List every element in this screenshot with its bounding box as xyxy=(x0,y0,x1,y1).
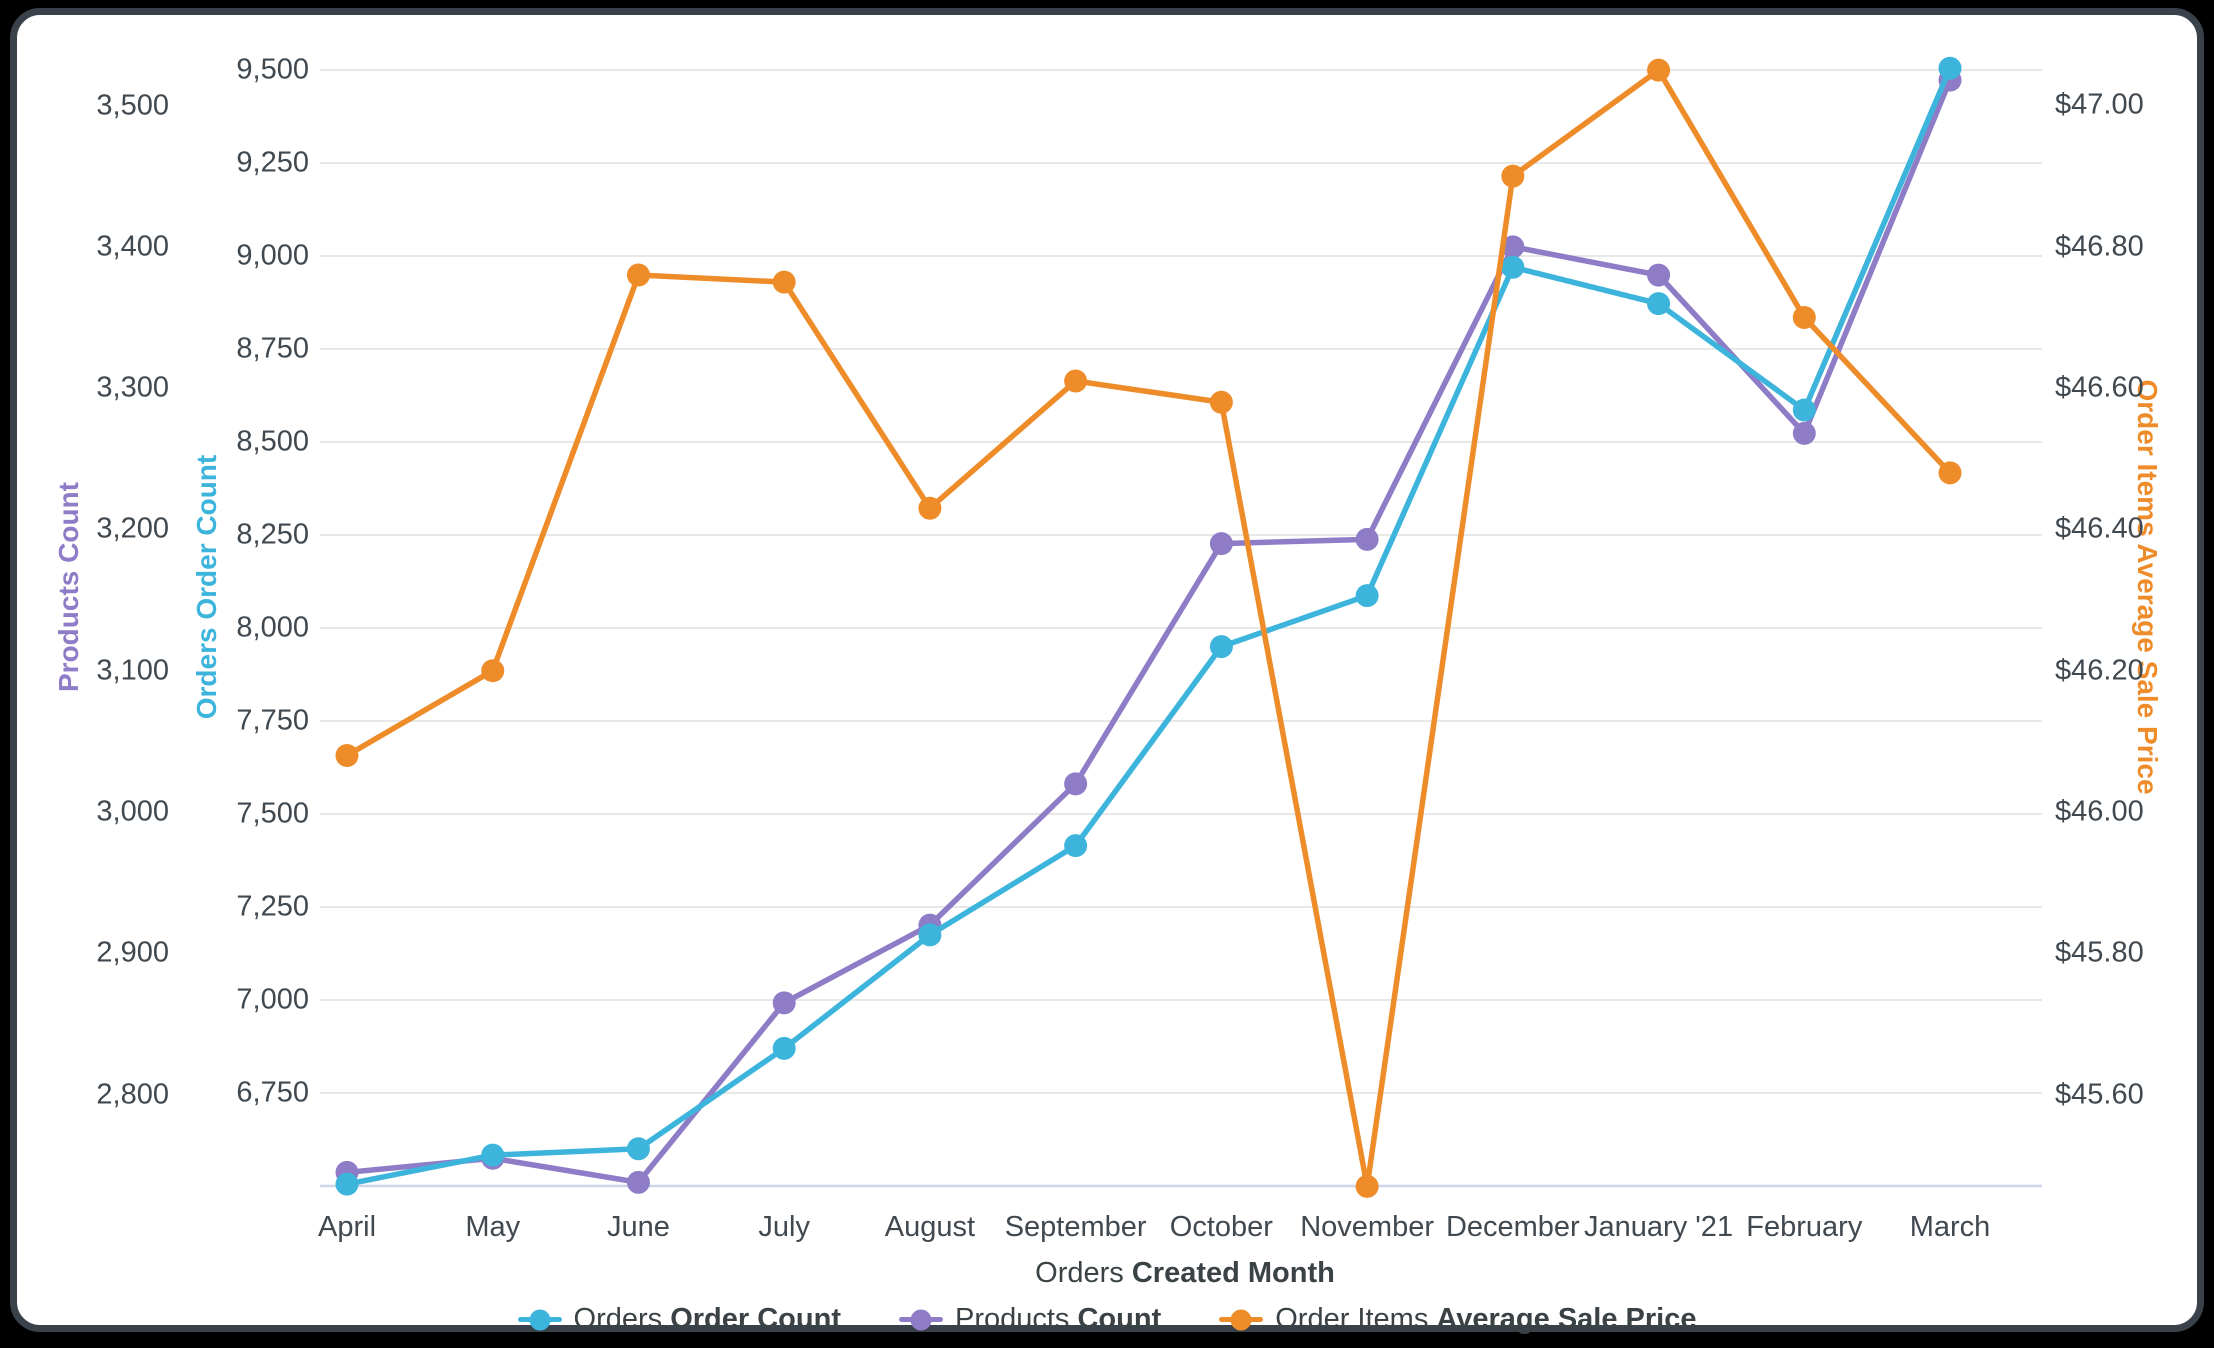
price-axis-tick-$46.80: $46.80 xyxy=(2055,230,2144,263)
orders-axis-tick-8,500: 8,500 xyxy=(236,425,309,458)
line-chart: Products Count Orders Order Count Order … xyxy=(17,15,2197,1335)
data-point-orders-order-count-2[interactable] xyxy=(626,1137,650,1161)
orders-axis-tick-8,000: 8,000 xyxy=(236,611,309,644)
chart-card: Products Count Orders Order Count Order … xyxy=(10,8,2204,1335)
x-axis-label-october: October xyxy=(1169,1211,1273,1243)
legend-marker-icon xyxy=(1219,1308,1264,1332)
data-point-orders-order-count-9[interactable] xyxy=(1647,292,1671,316)
data-point-products-count-6[interactable] xyxy=(1209,532,1233,556)
price-axis-tick-$46.20: $46.20 xyxy=(2055,654,2144,687)
data-point-products-count-2[interactable] xyxy=(626,1170,650,1194)
x-axis-label-january-21: January '21 xyxy=(1584,1211,1734,1243)
x-axis-label-april: April xyxy=(317,1211,377,1243)
data-point-orders-order-count-7[interactable] xyxy=(1355,584,1379,608)
products-axis-tick-2,900: 2,900 xyxy=(96,936,169,969)
x-axis-label-september: September xyxy=(1004,1211,1147,1243)
data-point-orders-order-count-3[interactable] xyxy=(772,1036,796,1060)
price-axis-tick-$47.00: $47.00 xyxy=(2055,88,2144,121)
data-point-products-count-9[interactable] xyxy=(1647,263,1671,287)
data-point-products-count-7[interactable] xyxy=(1355,527,1379,551)
legend-marker-icon xyxy=(898,1308,943,1332)
orders-axis-tick-7,750: 7,750 xyxy=(236,704,309,737)
orders-axis-tick-9,250: 9,250 xyxy=(236,146,309,179)
data-point-order-items-average-sale-price-7[interactable] xyxy=(1355,1174,1379,1198)
orders-axis-tick-9,500: 9,500 xyxy=(236,53,309,86)
data-point-orders-order-count-10[interactable] xyxy=(1792,398,1816,422)
data-point-orders-order-count-11[interactable] xyxy=(1938,56,1962,80)
x-axis-title-prefix: Orders xyxy=(1035,1257,1132,1289)
products-axis-tick-3,100: 3,100 xyxy=(96,654,169,687)
legend-item-orders-order-count[interactable]: Orders Order Count xyxy=(517,1303,841,1336)
x-axis-label-july: July xyxy=(758,1211,810,1243)
data-point-order-items-average-sale-price-4[interactable] xyxy=(918,496,942,520)
products-axis-tick-3,300: 3,300 xyxy=(96,371,169,404)
data-point-order-items-average-sale-price-3[interactable] xyxy=(772,270,796,294)
orders-axis-tick-8,750: 8,750 xyxy=(236,332,309,365)
x-axis-label-november: November xyxy=(1300,1211,1434,1243)
price-axis-tick-$46.00: $46.00 xyxy=(2055,795,2144,828)
orders-axis-tick-8,250: 8,250 xyxy=(236,518,309,551)
legend-item-products-count[interactable]: Products Count xyxy=(898,1303,1162,1336)
series-line-order-items-average-sale-price xyxy=(344,67,1953,1190)
data-point-order-items-average-sale-price-11[interactable] xyxy=(1938,461,1962,485)
data-point-products-count-5[interactable] xyxy=(1064,772,1088,796)
data-point-order-items-average-sale-price-1[interactable] xyxy=(481,659,505,683)
x-axis-label-may: May xyxy=(465,1211,521,1243)
products-axis-tick-3,200: 3,200 xyxy=(96,512,169,545)
data-point-products-count-8[interactable] xyxy=(1501,235,1525,259)
products-axis-tick-2,800: 2,800 xyxy=(96,1078,169,1111)
data-point-orders-order-count-5[interactable] xyxy=(1064,834,1088,858)
x-axis-label-august: August xyxy=(884,1211,976,1243)
products-axis-tick-3,500: 3,500 xyxy=(96,89,169,121)
data-point-orders-order-count-8[interactable] xyxy=(1501,255,1525,279)
series-line-products-count xyxy=(344,77,1953,1186)
data-point-orders-order-count-6[interactable] xyxy=(1209,635,1233,659)
legend-item-order-items-average-sale-price[interactable]: Order Items Average Sale Price xyxy=(1219,1303,1696,1336)
price-axis-tick-$46.40: $46.40 xyxy=(2055,512,2144,545)
chart-canvas xyxy=(320,56,2042,1198)
data-point-order-items-average-sale-price-9[interactable] xyxy=(1647,58,1671,82)
data-point-order-items-average-sale-price-8[interactable] xyxy=(1501,164,1525,188)
data-point-order-items-average-sale-price-2[interactable] xyxy=(626,263,650,287)
legend-label: Order Items Average Sale Price xyxy=(1275,1303,1697,1335)
x-axis-label-february: February xyxy=(1746,1211,1863,1243)
data-point-order-items-average-sale-price-10[interactable] xyxy=(1792,305,1816,329)
data-point-order-items-average-sale-price-0[interactable] xyxy=(335,743,359,767)
orders-axis-tick-7,000: 7,000 xyxy=(236,983,309,1016)
x-axis-label-december: December xyxy=(1445,1211,1580,1243)
legend: Orders Order Count Products Count Order It… xyxy=(17,1303,2197,1336)
y-axis-title-orders-order-count: Orders Order Count xyxy=(191,454,222,720)
data-point-orders-order-count-4[interactable] xyxy=(918,923,942,947)
legend-label: Products Count xyxy=(954,1303,1162,1335)
price-axis-tick-$45.60: $45.60 xyxy=(2055,1078,2144,1111)
products-axis-tick-3,000: 3,000 xyxy=(96,795,169,828)
data-point-orders-order-count-0[interactable] xyxy=(335,1172,359,1196)
legend-label: Orders Order Count xyxy=(573,1303,841,1335)
data-point-orders-order-count-1[interactable] xyxy=(481,1143,505,1167)
products-axis-tick-3,400: 3,400 xyxy=(96,230,169,263)
legend-marker-icon xyxy=(517,1308,562,1332)
data-point-products-count-10[interactable] xyxy=(1792,421,1816,445)
y-axis-title-order-items-average-sale-price: Order Items Average Sale Price xyxy=(2132,379,2163,795)
x-axis-title: Orders Created Month xyxy=(1035,1257,1335,1290)
data-point-order-items-average-sale-price-6[interactable] xyxy=(1209,390,1233,414)
series-line-orders-order-count xyxy=(344,65,1953,1187)
x-axis-title-bold: Created Month xyxy=(1131,1257,1335,1289)
data-point-products-count-3[interactable] xyxy=(772,991,796,1015)
orders-axis-tick-9,000: 9,000 xyxy=(236,239,309,272)
orders-axis-tick-6,750: 6,750 xyxy=(236,1076,309,1109)
price-axis-tick-$46.60: $46.60 xyxy=(2055,371,2144,404)
price-axis-tick-$45.80: $45.80 xyxy=(2055,936,2144,969)
orders-axis-tick-7,500: 7,500 xyxy=(236,797,309,830)
x-axis-label-june: June xyxy=(607,1211,670,1243)
x-axis-label-march: March xyxy=(1909,1211,1991,1243)
data-point-order-items-average-sale-price-5[interactable] xyxy=(1064,369,1088,393)
orders-axis-tick-7,250: 7,250 xyxy=(236,890,309,923)
